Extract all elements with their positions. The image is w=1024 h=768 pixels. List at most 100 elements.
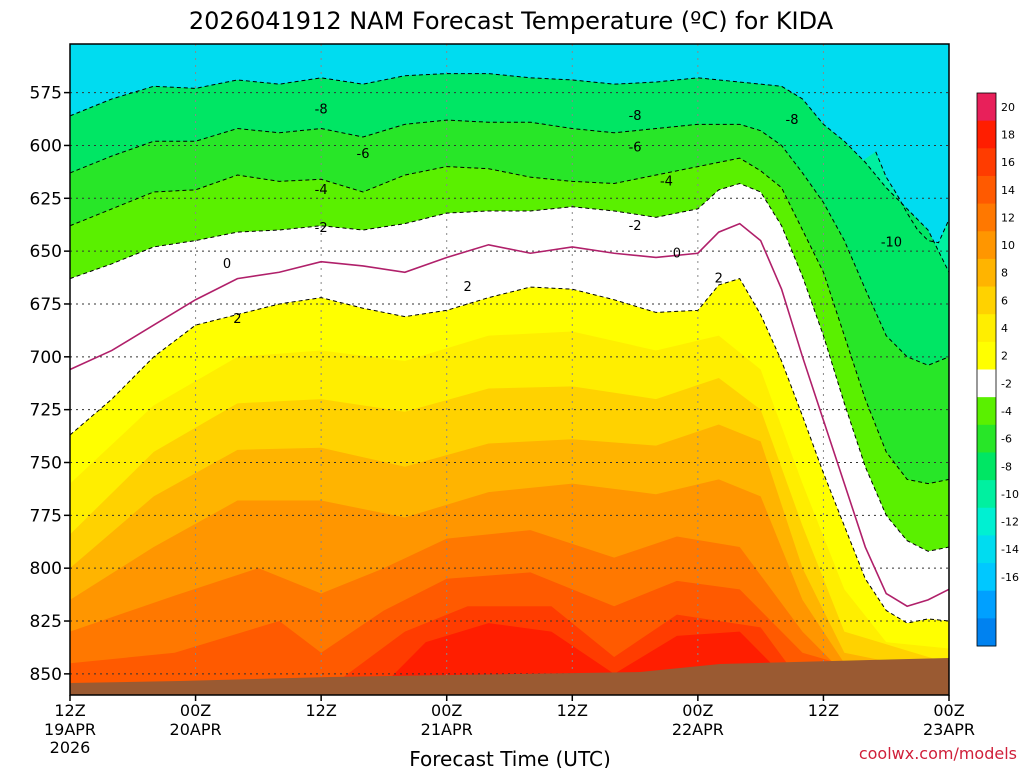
ytick-label-725: 725 [30, 401, 62, 421]
colorbar-label-8: 4 [1001, 322, 1008, 335]
colorbar-swatch-7 [977, 286, 996, 315]
colorbar-swatch-15 [977, 507, 996, 536]
isotherm-label--4-1: -4 [660, 174, 673, 189]
isotherm-label--8-2: -8 [786, 113, 799, 128]
colorbar-swatch-12 [977, 424, 996, 453]
temperature-bands [70, 73, 949, 696]
xtick-line1-12: 00Z [180, 701, 211, 720]
y-axis: 575 600 625 650 675 700 725 750 775 800 825 850 [30, 84, 70, 685]
isotherm-label-2-1: 2 [464, 280, 472, 295]
colorbar-label-1: 18 [1001, 128, 1015, 141]
isotherm--4 [69, 157, 950, 485]
colorbar-frame [976, 92, 997, 647]
ytick-label-775: 775 [30, 506, 62, 526]
colorbar-label-9: 2 [1001, 350, 1008, 363]
isotherm--10 [875, 151, 950, 244]
ytick-label-675: 675 [30, 295, 62, 315]
ytick-label-600: 600 [30, 136, 62, 156]
x-axis-label: Forecast Time (UTC) [409, 747, 611, 768]
colorbar-label-5: 10 [1001, 239, 1015, 252]
xtick-line1-36: 00Z [431, 701, 462, 720]
xtick-line3-0: 2026 [50, 738, 91, 757]
colorbar-label-14: -10 [1001, 488, 1019, 501]
isotherm-label-0-1: 0 [673, 246, 681, 261]
colorbar-swatch-2 [977, 148, 996, 177]
xtick-line1-48: 12Z [557, 701, 588, 720]
colorbar-swatch-5 [977, 231, 996, 260]
xtick-line1-84: 00Z [933, 701, 964, 720]
colorbar-swatch-19 [977, 618, 996, 647]
colorbar-swatch-4 [977, 203, 996, 232]
isotherm-labels: -10 -8 -8 -8 -6 -6 -4 -4 -2 -2 0 0 2 2 2 [223, 103, 902, 327]
colorbar-label-12: -6 [1001, 433, 1012, 446]
isotherm--8 [69, 73, 950, 273]
isotherm-label-2-2: 2 [715, 272, 723, 287]
ytick-label-700: 700 [30, 348, 62, 368]
colorbar-label-10: -2 [1001, 377, 1012, 390]
colorbar-swatch-3 [977, 175, 996, 205]
xtick-line1-72: 12Z [808, 701, 839, 720]
colorbar-label-17: -16 [1001, 571, 1019, 584]
colorbar-label-0: 20 [1001, 101, 1015, 114]
plot-area: -10 -8 -8 -8 -6 -6 -4 -4 -2 -2 0 0 2 2 2 [69, 43, 950, 696]
xtick-line2-0: 19APR [44, 720, 96, 739]
terrain-edge [70, 658, 949, 695]
colorbar-label-7: 6 [1001, 294, 1008, 307]
colorbar-swatch-18 [977, 590, 996, 619]
xtick-line1-24: 12Z [305, 701, 336, 720]
ytick-label-825: 825 [30, 612, 62, 632]
isotherm-0 [69, 222, 950, 608]
colorbar: 20 18 16 14 12 10 8 6 4 2 -2 -4 -6 -8 -10 -12 -14 -16 [976, 92, 1019, 647]
isotherm-lines [69, 73, 950, 624]
isotherm-label--2-1: -2 [629, 219, 642, 234]
colorbar-label-16: -14 [1001, 543, 1019, 556]
colorbar-swatch-6 [977, 258, 996, 288]
colorbar-label-2: 16 [1001, 156, 1015, 169]
colorbar-swatch-8 [977, 314, 996, 343]
colorbar-swatch-16 [977, 535, 996, 564]
xtick-line2-36: 21APR [421, 720, 473, 739]
chart-title: 2026041912 NAM Forecast Temperature (ºC)… [189, 7, 834, 35]
isotherm-label-2-0: 2 [233, 312, 241, 327]
isotherm-label--6-0: -6 [357, 147, 370, 162]
isotherm-label--6-1: -6 [629, 141, 642, 156]
isotherm-label--10-0: -10 [881, 236, 902, 251]
isotherm-label--2-0: -2 [315, 221, 328, 236]
colorbar-swatch-9 [977, 341, 996, 370]
isotherm--2 [69, 182, 950, 552]
ytick-label-800: 800 [30, 559, 62, 579]
ytick-label-575: 575 [30, 84, 62, 104]
ytick-label-850: 850 [30, 665, 62, 685]
isotherm-label--8-0: -8 [315, 103, 328, 118]
ytick-label-650: 650 [30, 242, 62, 262]
colorbar-swatch-10 [977, 369, 996, 398]
colorbar-swatch-17 [977, 563, 996, 592]
xtick-line2-12: 20APR [170, 720, 222, 739]
colorbar-swatch-1 [977, 120, 996, 149]
ytick-label-750: 750 [30, 454, 62, 474]
isotherm-label--8-1: -8 [629, 109, 642, 124]
colorbar-label-13: -8 [1001, 460, 1012, 473]
colorbar-swatch-0 [977, 93, 996, 122]
colorbar-swatch-14 [977, 480, 996, 509]
ytick-label-625: 625 [30, 189, 62, 209]
colorbar-label-15: -12 [1001, 516, 1019, 529]
colorbar-label-6: 8 [1001, 267, 1008, 280]
plot-frame [69, 43, 950, 696]
credit-text: coolwx.com/models [859, 744, 1017, 763]
colorbar-label-4: 12 [1001, 211, 1015, 224]
colorbar-swatch-11 [977, 397, 996, 426]
xtick-line2-84: 23APR [923, 720, 975, 739]
isotherm--6 [69, 119, 950, 366]
colorbar-label-11: -4 [1001, 405, 1012, 418]
colorbar-label-3: 14 [1001, 184, 1015, 197]
xtick-line1-60: 00Z [682, 701, 713, 720]
xtick-line2-60: 22APR [672, 720, 724, 739]
colorbar-swatch-13 [977, 452, 996, 481]
isotherm-label-0-0: 0 [223, 257, 231, 272]
isotherm-label--4-0: -4 [315, 183, 328, 198]
xtick-line1-0: 12Z [54, 701, 85, 720]
isotherm-2 [69, 278, 950, 624]
